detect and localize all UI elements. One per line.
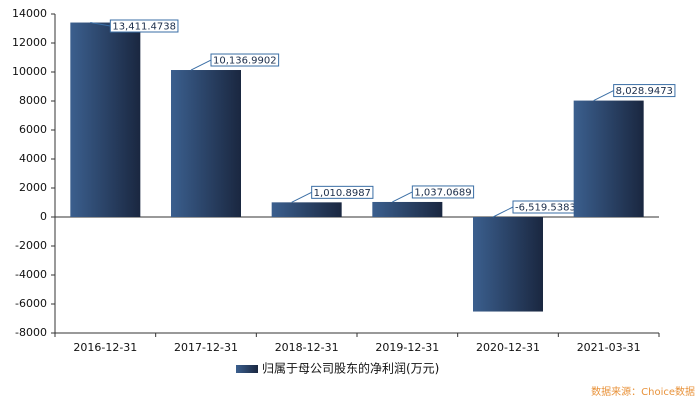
x-tick-label: 2019-12-31 (375, 341, 439, 354)
bar (473, 217, 543, 312)
source-note: 数据来源：Choice数据 (591, 385, 695, 398)
value-label: 10,136.9902 (213, 56, 277, 67)
value-label-box (109, 19, 179, 33)
legend-swatch (236, 365, 258, 373)
value-label: 1,037.0689 (414, 187, 471, 198)
label-leader (291, 191, 312, 203)
y-tick-label: 10000 (12, 65, 47, 78)
y-tick-label: -6000 (15, 297, 47, 310)
value-label: 13,411.4738 (112, 22, 176, 33)
label-leader (593, 90, 614, 102)
label-leader (492, 206, 514, 218)
y-tick-label: 14000 (12, 7, 47, 20)
label-leader (392, 191, 413, 203)
value-label: 8,028.9473 (616, 86, 673, 97)
value-label-box (311, 185, 374, 199)
y-tick-label: -2000 (15, 239, 47, 252)
bar (70, 22, 141, 217)
bar (271, 202, 342, 217)
legend-label: 归属于母公司股东的净利润(万元) (262, 361, 439, 376)
y-tick-label: 6000 (19, 123, 47, 136)
x-tick-label: 2021-03-31 (577, 341, 641, 354)
value-label: 1,010.8987 (314, 188, 371, 199)
y-tick-label: -8000 (15, 326, 47, 339)
x-tick-label: 2020-12-31 (476, 341, 540, 354)
value-label: -6,519.5383 (515, 203, 576, 214)
x-tick-label: 2017-12-31 (174, 341, 238, 354)
y-tick-label: 4000 (19, 152, 47, 165)
y-tick-label: 2000 (19, 181, 47, 194)
y-tick-label: 12000 (12, 36, 47, 49)
y-tick-label: -4000 (15, 268, 47, 281)
bar (573, 100, 644, 217)
bar (372, 201, 443, 217)
value-label-box (411, 185, 475, 199)
y-tick-label: 0 (40, 210, 47, 223)
label-leader (190, 59, 212, 71)
x-tick-label: 2018-12-31 (275, 341, 339, 354)
bar (171, 70, 241, 217)
label-leader (90, 22, 111, 27)
y-tick-label: 8000 (19, 94, 47, 107)
value-label-box (613, 84, 676, 98)
x-tick-label: 2016-12-31 (73, 341, 137, 354)
value-label-box (210, 53, 280, 67)
